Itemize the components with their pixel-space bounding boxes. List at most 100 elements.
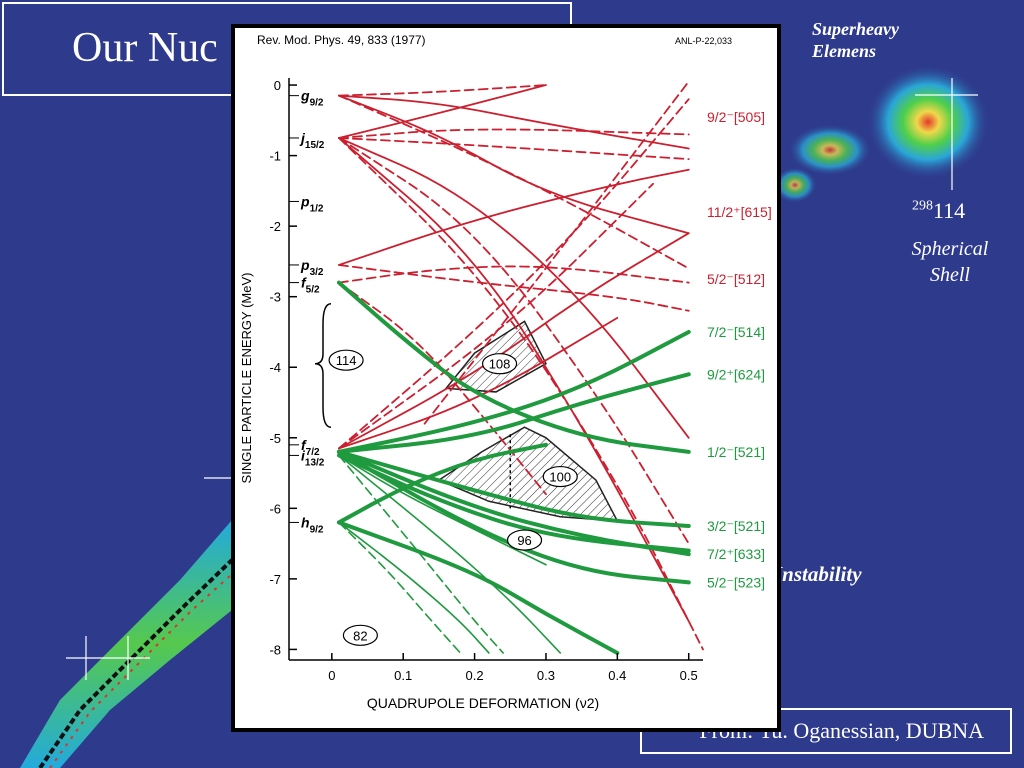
isotope-mass: 298 [912, 198, 933, 214]
nilsson-diagram: Rev. Mod. Phys. 49, 833 (1977) ANL-P-22,… [239, 33, 772, 711]
level-line [338, 84, 547, 139]
nilsson-diagram-frame: Rev. Mod. Phys. 49, 833 (1977) ANL-P-22,… [231, 24, 781, 732]
nilsson-level-label: 11/2⁺[615] [707, 204, 772, 220]
level-line [338, 137, 690, 439]
y-tick-label: -2 [269, 219, 281, 234]
x-tick-label: 0 [328, 668, 335, 683]
shell-gap-brace [314, 302, 332, 428]
spherical-level-sub: 5/2 [306, 285, 320, 296]
spherical-shell-label: Spherical Shell [911, 238, 989, 286]
level-line [338, 137, 704, 651]
spherical-level-sub: 9/2 [310, 98, 324, 109]
nilsson-level-label: 7/2⁺[633] [707, 546, 765, 562]
y-tick-label: -8 [269, 642, 281, 657]
hatched-region [437, 426, 619, 522]
x-tick-label: 0.5 [680, 668, 698, 683]
level-line [338, 281, 547, 496]
level-line [338, 84, 547, 97]
level-line [338, 521, 462, 654]
level-line [338, 168, 690, 266]
x-tick-label: 0.2 [466, 668, 484, 683]
level-line [338, 454, 504, 654]
gap-label: 100 [549, 470, 571, 485]
y-tick-label: -1 [269, 149, 281, 164]
level-line [338, 128, 690, 139]
level-line [338, 94, 690, 150]
level-line [336, 280, 691, 454]
gap-oval [328, 349, 364, 371]
nilsson-level-label: 7/2⁻[514] [707, 324, 765, 340]
y-tick-label: -6 [269, 501, 281, 516]
spherical-level-label: p1/2 [300, 193, 324, 214]
spherical-level-label: h9/2 [301, 514, 324, 535]
level-line [336, 449, 691, 528]
level-line [336, 449, 691, 585]
spherical-level-sub: 3/2 [310, 267, 324, 278]
nilsson-level-label: 5/2⁻[523] [707, 574, 765, 590]
level-line [423, 80, 690, 425]
nilsson-level-label: 9/2⁺[624] [707, 366, 765, 382]
gap-label: 114 [336, 353, 357, 368]
y-tick-label: -3 [269, 290, 281, 305]
isotope-label: 298114 [912, 198, 965, 224]
x-axis-label: QUADRUPOLE DEFORMATION (ν2) [367, 695, 599, 711]
gap-oval [542, 465, 578, 488]
she-island-trail [788, 124, 872, 176]
level-line [336, 372, 691, 454]
level-line [338, 264, 690, 312]
citation: Rev. Mod. Phys. 49, 833 (1977) [257, 33, 426, 47]
x-tick-label: 0.3 [537, 668, 555, 683]
x-tick-label: 0.1 [394, 668, 412, 683]
spherical-level-label: g9/2 [300, 88, 324, 109]
level-line [336, 453, 691, 553]
gap-label: 108 [489, 357, 511, 372]
isotope-z: 114 [933, 198, 966, 223]
level-line [338, 265, 690, 284]
y-tick-label: -5 [269, 431, 281, 446]
level-line [338, 94, 690, 270]
level-line [336, 442, 548, 525]
nuclide-band-core-red [49, 573, 233, 768]
nuclide-band [20, 520, 232, 768]
superheavy-elements-label: Superheavy Elemens [812, 19, 899, 61]
she-island-trail-2 [773, 167, 817, 203]
level-line [338, 454, 547, 566]
spherical-level-sub: 13/2 [305, 457, 325, 468]
report-id: ANL-P-22,033 [675, 36, 732, 46]
level-line [336, 449, 691, 557]
y-tick-label: -7 [269, 572, 281, 587]
nilsson-level-label: 5/2⁻[512] [707, 271, 765, 287]
level-line [338, 232, 690, 450]
level-line [338, 94, 690, 235]
gap-oval [481, 353, 518, 375]
y-tick-label: 0 [274, 78, 281, 93]
she-island [866, 64, 990, 180]
level-line [336, 520, 620, 655]
level-line [338, 182, 654, 450]
level-line [338, 454, 562, 654]
y-axis-label: SINGLE PARTICLE ENERGY (MeV) [239, 273, 254, 484]
spherical-level-sub: 7/2 [306, 447, 320, 458]
nilsson-level-label: 9/2⁻[505] [707, 109, 765, 125]
spherical-level-sub: 15/2 [305, 140, 325, 151]
nilsson-level-label: 1/2⁻[521] [707, 444, 765, 460]
level-lines [336, 80, 704, 655]
instability-label: Instability [774, 562, 862, 586]
level-line [336, 329, 691, 454]
gap-oval [342, 624, 378, 646]
nilsson-level-label: 3/2⁻[521] [707, 518, 765, 534]
level-line [338, 521, 490, 654]
gap-label: 96 [517, 533, 531, 548]
y-tick-label: -4 [269, 360, 281, 375]
level-line [338, 98, 690, 450]
level-line [338, 316, 619, 450]
level-line [338, 137, 690, 545]
nuclide-band-core [38, 558, 234, 768]
level-line [338, 137, 690, 161]
gap-label: 82 [353, 628, 367, 643]
spherical-level-sub: 1/2 [310, 203, 324, 214]
gap-oval [506, 529, 543, 551]
x-tick-label: 0.4 [608, 668, 626, 683]
axes: 0 -1 -2 -3 -4 -5 -6 -7 -8 0 0.1 0.2 0.3 0.4 0.5 [269, 78, 703, 683]
spherical-level-sub: 9/2 [310, 524, 324, 535]
